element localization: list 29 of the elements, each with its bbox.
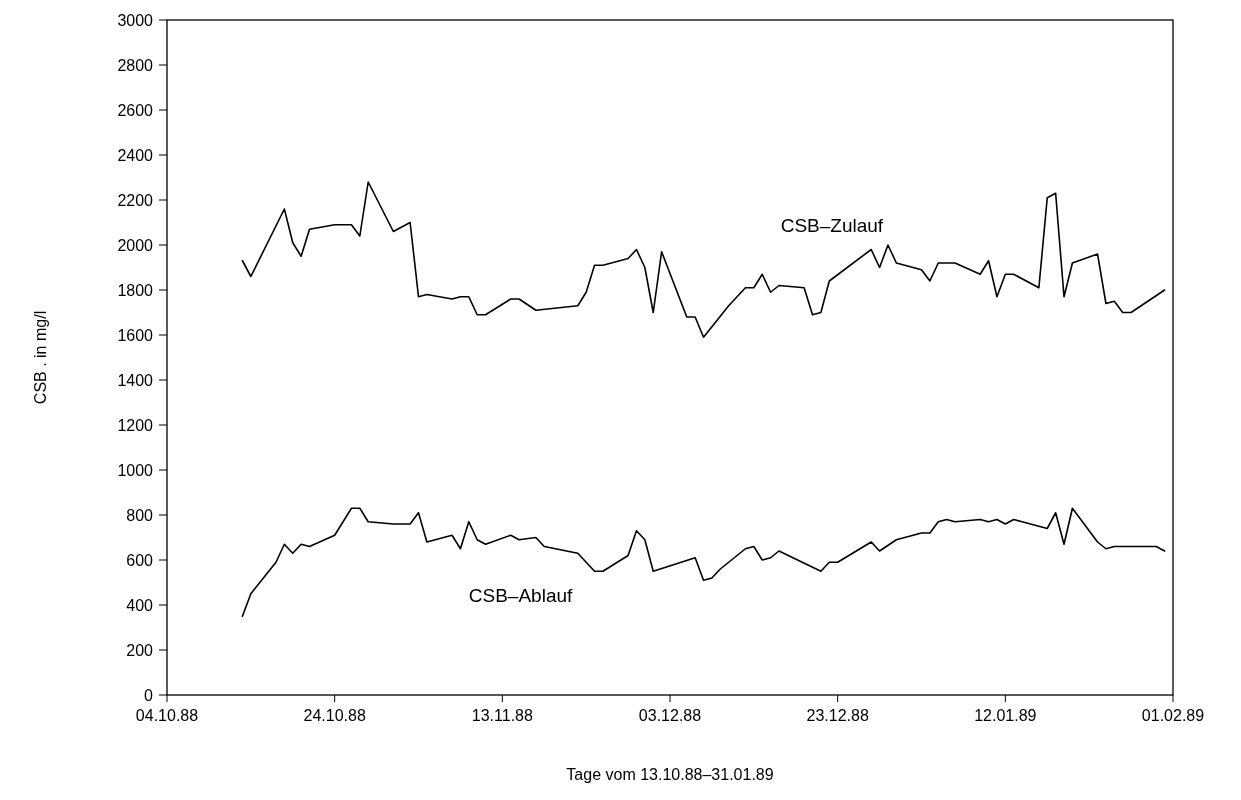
series-label: CSB–Zulauf [780, 214, 884, 236]
y-tick-label: 2600 [117, 101, 154, 119]
y-tick-label: 1000 [117, 461, 154, 479]
x-tick-label: 24.10.88 [303, 707, 366, 724]
x-tick-label: 23.12.88 [806, 707, 869, 724]
y-tick-label: 2400 [117, 146, 154, 164]
y-tick-label: 200 [126, 641, 154, 659]
y-tick-label: 400 [126, 596, 154, 614]
y-tick-label: 1800 [117, 281, 154, 299]
line-series [241, 507, 1166, 618]
x-tick-label: 13.11.88 [471, 707, 533, 724]
y-tick-label: 2200 [117, 191, 154, 209]
x-tick-label: 04.10.88 [135, 707, 199, 724]
x-tick-label: 01.02.89 [1141, 707, 1205, 724]
x-axis-title: Tage vom 13.10.88–31.01.89 [566, 766, 774, 783]
y-tick-label: 600 [126, 551, 154, 569]
y-axis-title: CSB . in mg/l [32, 310, 49, 405]
x-tick-label: 12.01.89 [974, 707, 1037, 724]
series-label: CSB–Ablauf [468, 584, 574, 606]
y-tick-label: 2000 [117, 236, 154, 254]
x-tick-label: 03.12.88 [638, 707, 702, 724]
y-tick-label: 0 [144, 686, 154, 704]
y-tick-label: 3000 [117, 11, 154, 29]
y-tick-label: 800 [126, 506, 154, 524]
y-tick-label: 1600 [117, 326, 154, 344]
y-tick-label: 1400 [117, 371, 154, 389]
line-series [241, 181, 1166, 339]
y-tick-label: 1200 [117, 416, 154, 434]
y-tick-label: 2800 [117, 56, 154, 74]
